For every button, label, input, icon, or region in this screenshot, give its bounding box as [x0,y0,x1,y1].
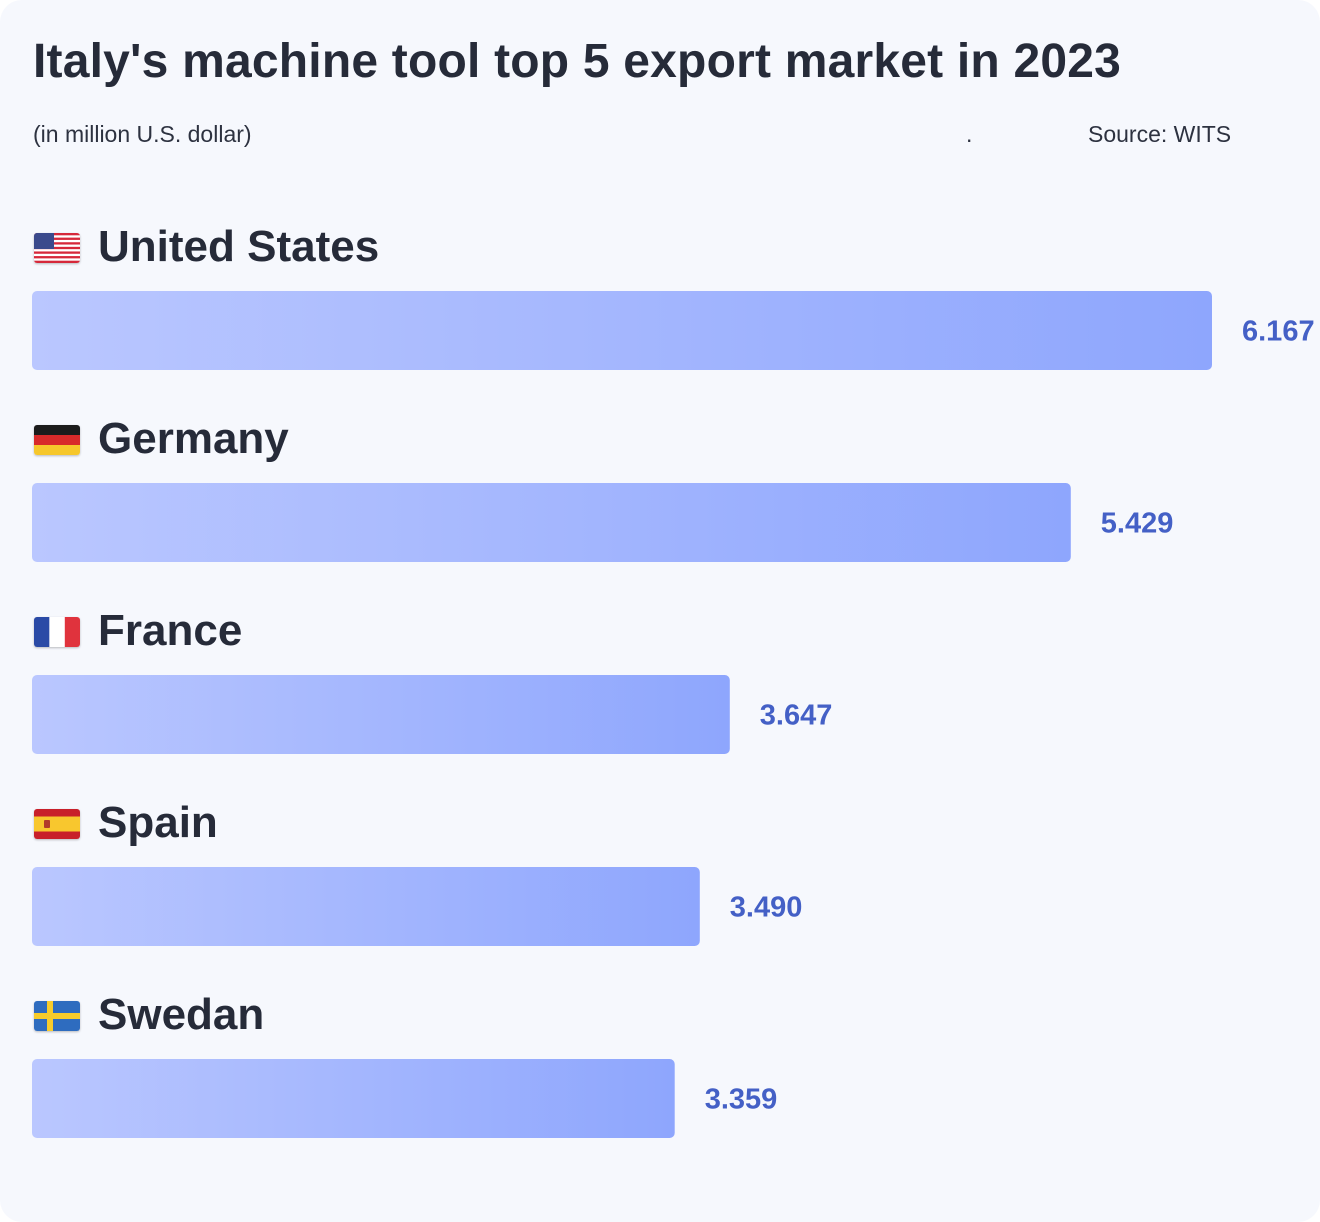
bar-germany [32,483,1071,562]
germany-flag-icon [34,425,80,455]
france-flag-icon [34,617,80,647]
value-label: 5.429 [1101,508,1174,540]
bar-swedan [32,1059,675,1138]
spain-flag-icon [34,809,80,839]
sweden-flag-icon [34,1001,80,1031]
value-label: 6.167 [1242,316,1315,348]
category-label: Spain [98,798,218,847]
chart-title: Italy's machine tool top 5 export market… [33,35,1122,88]
category-label: Germany [98,414,289,463]
separator-dot: . [966,121,973,147]
category-label: Swedan [98,990,265,1039]
source-label: Source: WITS [1088,121,1232,147]
unit-label: (in million U.S. dollar) [33,121,252,147]
category-label: France [98,606,243,655]
bar-france [32,675,730,754]
category-label: United States [98,222,380,271]
value-label: 3.490 [730,892,803,924]
value-label: 3.647 [760,700,833,732]
us-flag-icon [34,233,80,263]
bar-united-states [32,291,1212,370]
bar-spain [32,867,700,946]
value-label: 3.359 [705,1084,778,1116]
